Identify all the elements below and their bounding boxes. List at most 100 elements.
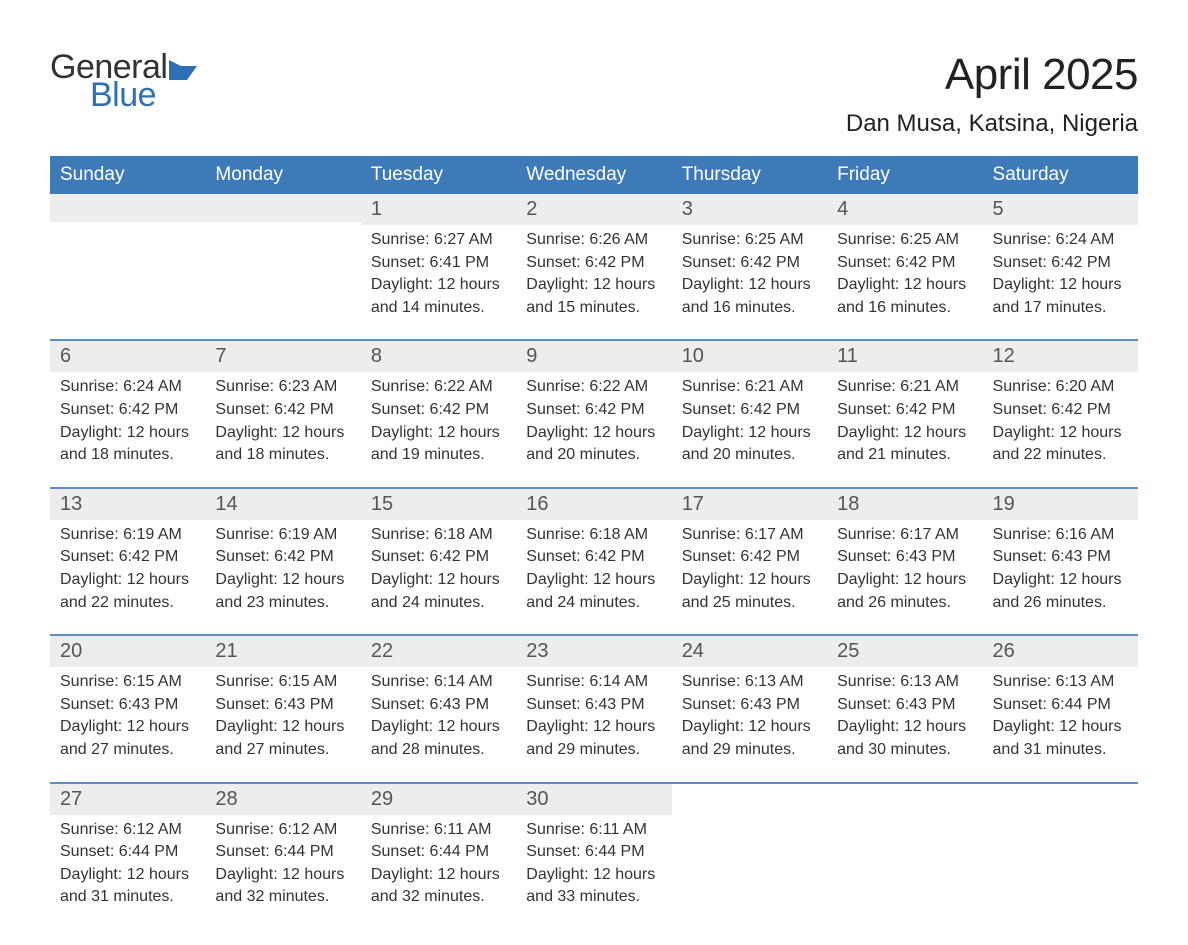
day-dl2: and 29 minutes. <box>682 739 817 761</box>
day-number-row: 20 <box>50 636 205 667</box>
day-dl1: Daylight: 12 hours <box>682 716 817 738</box>
day-sunrise: Sunrise: 6:21 AM <box>682 376 817 398</box>
day-body: Sunrise: 6:27 AMSunset: 6:41 PMDaylight:… <box>371 229 506 318</box>
day-number-row: 9 <box>516 341 671 372</box>
day-sunrise: Sunrise: 6:11 AM <box>526 819 661 841</box>
day-sunset: Sunset: 6:44 PM <box>371 841 506 863</box>
day-number: 2 <box>526 198 537 220</box>
day-sunset: Sunset: 6:43 PM <box>993 546 1128 568</box>
day-sunset: Sunset: 6:42 PM <box>993 252 1128 274</box>
day-sunrise: Sunrise: 6:19 AM <box>215 524 350 546</box>
day-sunrise: Sunrise: 6:17 AM <box>682 524 817 546</box>
day-sunset: Sunset: 6:42 PM <box>371 546 506 568</box>
day-number: 17 <box>682 493 704 515</box>
day-number: 24 <box>682 640 704 662</box>
day-number: 27 <box>60 788 82 810</box>
day-dl1: Daylight: 12 hours <box>60 422 195 444</box>
day-number: 26 <box>993 640 1015 662</box>
calendar-day: 24 Sunrise: 6:13 AMSunset: 6:43 PMDayligh… <box>672 636 827 767</box>
day-number: 30 <box>526 788 548 810</box>
day-dl2: and 32 minutes. <box>215 886 350 908</box>
brand-bottom-text: Blue <box>90 78 199 112</box>
day-body: Sunrise: 6:14 AMSunset: 6:43 PMDaylight:… <box>371 671 506 760</box>
day-sunset: Sunset: 6:42 PM <box>215 546 350 568</box>
calendar-day <box>672 784 827 915</box>
day-sunset: Sunset: 6:42 PM <box>682 399 817 421</box>
day-number-row: 13 <box>50 489 205 520</box>
day-number-row: 28 <box>205 784 360 815</box>
day-sunset: Sunset: 6:43 PM <box>837 546 972 568</box>
day-sunset: Sunset: 6:43 PM <box>526 694 661 716</box>
day-number-row: 21 <box>205 636 360 667</box>
day-number: 28 <box>215 788 237 810</box>
calendar-day: 10Sunrise: 6:21 AMSunset: 6:42 PMDayligh… <box>672 341 827 472</box>
day-number-row: 12 <box>983 341 1138 372</box>
calendar-day: 23Sunrise: 6:14 AMSunset: 6:43 PMDayligh… <box>516 636 671 767</box>
day-sunset: Sunset: 6:42 PM <box>993 399 1128 421</box>
weekday-header: Thursday <box>672 156 827 194</box>
day-sunset: Sunset: 6:43 PM <box>371 694 506 716</box>
day-number-row <box>205 194 360 222</box>
day-number-row: 26 <box>983 636 1138 667</box>
day-body: Sunrise: 6:24 AMSunset: 6:42 PMDaylight:… <box>60 376 195 465</box>
weekday-header: Saturday <box>983 156 1138 194</box>
day-body: Sunrise: 6:16 AMSunset: 6:43 PMDaylight:… <box>993 524 1128 613</box>
day-dl2: and 32 minutes. <box>371 886 506 908</box>
day-number-row <box>50 194 205 222</box>
calendar-day: 6Sunrise: 6:24 AMSunset: 6:42 PMDaylight… <box>50 341 205 472</box>
day-number: 22 <box>371 640 393 662</box>
brand-logo: General Blue <box>50 50 199 112</box>
day-number-row: 2 <box>516 194 671 225</box>
day-dl2: and 20 minutes. <box>526 444 661 466</box>
day-body: Sunrise: 6:21 AMSunset: 6:42 PMDaylight:… <box>837 376 972 465</box>
day-body: Sunrise: 6:13 AMSunset: 6:43 PMDaylight:… <box>682 671 817 760</box>
day-sunrise: Sunrise: 6:23 AM <box>215 376 350 398</box>
day-dl1: Daylight: 12 hours <box>371 716 506 738</box>
day-dl1: Daylight: 12 hours <box>215 716 350 738</box>
day-body: Sunrise: 6:17 AMSunset: 6:42 PMDaylight:… <box>682 524 817 613</box>
day-number: 18 <box>837 493 859 515</box>
day-sunset: Sunset: 6:42 PM <box>682 546 817 568</box>
day-dl2: and 22 minutes. <box>993 444 1128 466</box>
day-dl1: Daylight: 12 hours <box>837 274 972 296</box>
calendar-week: 27 Sunrise: 6:12 AMSunset: 6:44 PMDayligh… <box>50 782 1138 915</box>
day-dl2: and 30 minutes. <box>837 739 972 761</box>
day-sunrise: Sunrise: 6:19 AM <box>60 524 195 546</box>
day-body: Sunrise: 6:18 AMSunset: 6:42 PMDaylight:… <box>526 524 661 613</box>
day-number: 1 <box>371 198 382 220</box>
day-dl2: and 31 minutes. <box>993 739 1128 761</box>
day-number: 8 <box>371 345 382 367</box>
day-dl1: Daylight: 12 hours <box>371 274 506 296</box>
day-dl2: and 26 minutes. <box>993 592 1128 614</box>
day-body: Sunrise: 6:12 AMSunset: 6:44 PMDaylight:… <box>215 819 350 908</box>
day-sunrise: Sunrise: 6:27 AM <box>371 229 506 251</box>
calendar-day: 22 Sunrise: 6:14 AMSunset: 6:43 PMDayligh… <box>361 636 516 767</box>
day-number: 23 <box>526 640 548 662</box>
day-sunset: Sunset: 6:42 PM <box>526 399 661 421</box>
calendar-day: 7Sunrise: 6:23 AMSunset: 6:42 PMDaylight… <box>205 341 360 472</box>
day-dl2: and 27 minutes. <box>60 739 195 761</box>
day-dl1: Daylight: 12 hours <box>526 716 661 738</box>
day-dl2: and 24 minutes. <box>526 592 661 614</box>
day-body: Sunrise: 6:18 AMSunset: 6:42 PMDaylight:… <box>371 524 506 613</box>
calendar-day <box>983 784 1138 915</box>
weeks-container: 1 Sunrise: 6:27 AMSunset: 6:41 PMDaylight… <box>50 194 1138 915</box>
day-number-row: 16 <box>516 489 671 520</box>
day-sunset: Sunset: 6:43 PM <box>837 694 972 716</box>
day-dl1: Daylight: 12 hours <box>837 716 972 738</box>
day-sunset: Sunset: 6:44 PM <box>215 841 350 863</box>
day-dl2: and 28 minutes. <box>371 739 506 761</box>
day-dl1: Daylight: 12 hours <box>215 422 350 444</box>
day-dl1: Daylight: 12 hours <box>371 569 506 591</box>
day-dl1: Daylight: 12 hours <box>682 422 817 444</box>
day-sunrise: Sunrise: 6:26 AM <box>526 229 661 251</box>
day-sunrise: Sunrise: 6:21 AM <box>837 376 972 398</box>
calendar-day: 12Sunrise: 6:20 AMSunset: 6:42 PMDayligh… <box>983 341 1138 472</box>
day-sunrise: Sunrise: 6:12 AM <box>215 819 350 841</box>
calendar-day: 5Sunrise: 6:24 AMSunset: 6:42 PMDaylight… <box>983 194 1138 325</box>
day-number: 21 <box>215 640 237 662</box>
day-body: Sunrise: 6:25 AMSunset: 6:42 PMDaylight:… <box>682 229 817 318</box>
day-dl1: Daylight: 12 hours <box>837 569 972 591</box>
day-dl1: Daylight: 12 hours <box>682 569 817 591</box>
day-sunset: Sunset: 6:42 PM <box>837 399 972 421</box>
